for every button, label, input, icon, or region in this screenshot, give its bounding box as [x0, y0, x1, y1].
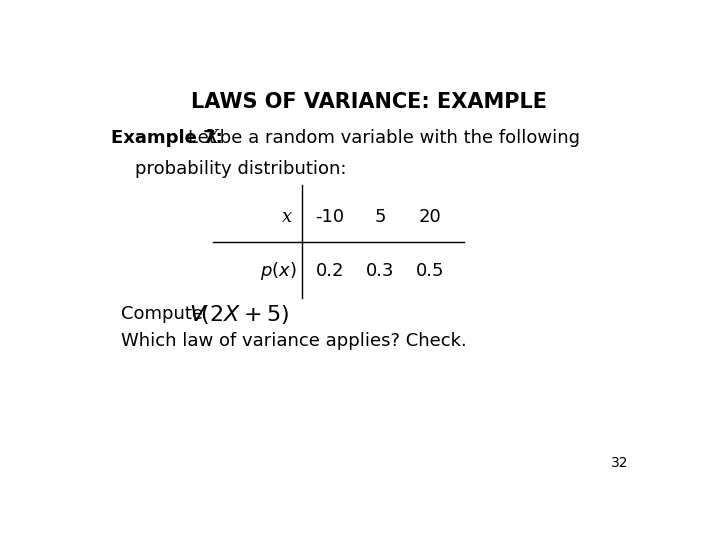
Text: Let: Let	[188, 129, 221, 147]
Text: probability distribution:: probability distribution:	[135, 160, 346, 178]
Text: Which law of variance applies? Check.: Which law of variance applies? Check.	[121, 332, 467, 350]
Text: x: x	[282, 207, 292, 226]
Text: 20: 20	[419, 207, 442, 226]
Text: X: X	[205, 129, 218, 147]
Text: 0.3: 0.3	[366, 261, 395, 280]
Text: 0.5: 0.5	[416, 261, 445, 280]
Text: 32: 32	[611, 456, 629, 470]
Text: be a random variable with the following: be a random variable with the following	[214, 129, 580, 147]
Text: Compute: Compute	[121, 305, 203, 323]
Text: $p(x)$: $p(x)$	[260, 260, 297, 282]
Text: Example 7:: Example 7:	[111, 129, 223, 147]
Text: LAWS OF VARIANCE: EXAMPLE: LAWS OF VARIANCE: EXAMPLE	[191, 92, 547, 112]
Text: $V\!\left(2X+5\right)$: $V\!\left(2X+5\right)$	[189, 303, 289, 326]
Text: -10: -10	[315, 207, 344, 226]
Text: 0.2: 0.2	[315, 261, 344, 280]
Text: 5: 5	[374, 207, 386, 226]
